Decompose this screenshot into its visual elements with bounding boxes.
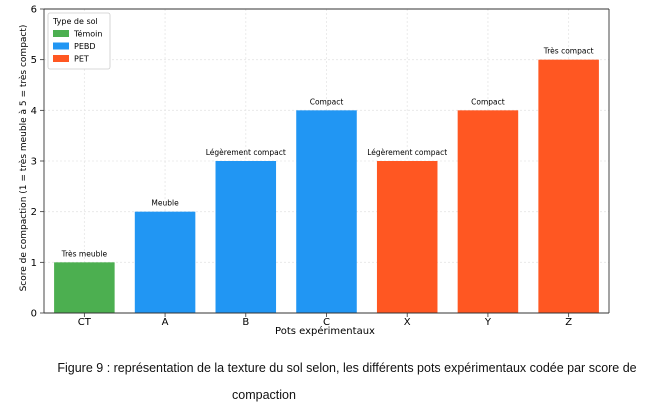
- bar-label-b: Légèrement compact: [206, 148, 286, 157]
- bar-z: [538, 59, 599, 313]
- bar-label-x: Légèrement compact: [367, 148, 447, 157]
- x-tick-label-a: A: [162, 317, 169, 328]
- x-tick-label-c: C: [323, 317, 330, 328]
- bar-label-z: Très compact: [543, 47, 594, 56]
- x-axis-label: Pots expérimentaux: [275, 325, 375, 337]
- bar-label-ct: Très meuble: [61, 249, 108, 258]
- bar-b: [215, 161, 277, 313]
- y-tick-label: 0: [31, 309, 37, 320]
- x-tick-label-x: X: [404, 317, 411, 328]
- bar-labels: Très meuble Meuble Légèrement compact Compa…: [61, 47, 594, 259]
- legend-swatch-pebd: [53, 42, 69, 50]
- compaction-bar-chart: Très meuble Meuble Légèrement compact Compa…: [18, 5, 610, 337]
- bar-x: [376, 161, 438, 313]
- bar-label-c: Compact: [310, 97, 344, 106]
- legend-label-témoin: Témoin: [73, 29, 102, 39]
- bar-y: [457, 110, 519, 313]
- x-tick-label-b: B: [242, 317, 249, 328]
- y-axis-label: Score de compaction (1 = très meuble à 5…: [18, 25, 29, 292]
- bar-c: [296, 110, 357, 313]
- bar-label-y: Compact: [471, 97, 505, 106]
- legend-label-pet: PET: [74, 55, 89, 64]
- y-tick-label: 3: [31, 157, 37, 168]
- bars: [54, 59, 599, 313]
- figure-caption-line-1: Figure 9 : représentation de la texture …: [57, 361, 637, 375]
- legend-swatch-témoin: [53, 30, 69, 37]
- axes: 0 1 2 3 4 5 6 CT A B C X Y Z: [31, 5, 610, 328]
- x-tick-label-z: Z: [565, 317, 572, 328]
- x-tick-label-ct: CT: [78, 317, 92, 328]
- legend-label-pebd: PEBD: [74, 42, 96, 51]
- bar-a: [134, 211, 196, 313]
- figure-caption-line-2: compaction: [232, 388, 296, 402]
- y-tick-label: 6: [31, 5, 37, 16]
- y-tick-label: 2: [31, 207, 37, 218]
- bar-ct: [54, 262, 115, 313]
- legend-title: Type de sol: [52, 17, 98, 26]
- legend: Type de sol Témoin PEBD PET: [47, 12, 111, 70]
- y-tick-label: 4: [31, 106, 37, 117]
- y-tick-label: 1: [31, 258, 37, 269]
- y-tick-label: 5: [31, 55, 37, 66]
- x-tick-label-y: Y: [484, 317, 492, 328]
- bar-label-a: Meuble: [151, 199, 179, 208]
- legend-swatch-pet: [53, 55, 69, 62]
